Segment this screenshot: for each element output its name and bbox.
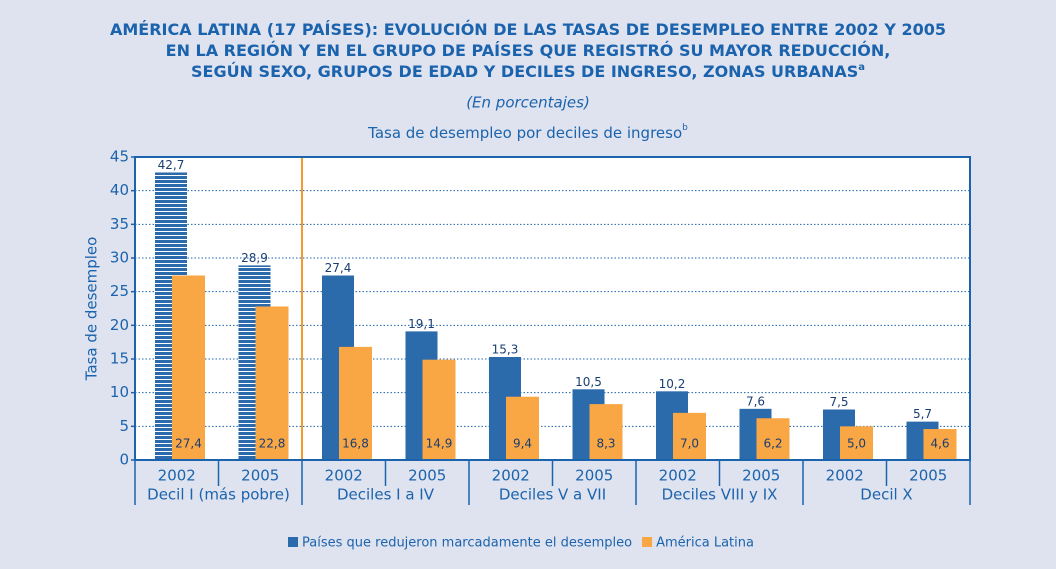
x-tick-label: 2005 [742,467,780,485]
value-label: 5,0 [847,437,866,451]
title-text: AMÉRICA LATINA (17 PAÍSES): EVOLUCIÓN DE… [110,20,946,39]
title-line: SEGÚN SEXO, GRUPOS DE EDAD Y DECILES DE … [191,62,865,81]
value-label: 10,5 [575,375,602,389]
value-label: 27,4 [325,261,352,275]
bar [422,359,456,460]
y-tick-label: 35 [110,215,129,233]
value-label: 7,6 [746,394,765,408]
bar [756,418,790,460]
value-label: 8,3 [596,437,615,451]
x-tick-label: 2002 [659,467,697,485]
x-tick-label: 2005 [241,467,279,485]
y-tick-label: 30 [110,249,129,267]
title-line: EN LA REGIÓN Y EN EL GRUPO DE PAÍSES QUE… [166,41,891,60]
group-label: Deciles I a IV [337,486,435,504]
bar [673,412,706,460]
x-tick-label: 2002 [492,467,530,485]
y-tick-label: 20 [110,316,129,334]
y-axis-label: Tasa de desempleo [83,237,101,382]
chart-title-text: Tasa de desempleo por deciles de ingreso [367,124,682,142]
bar [506,396,539,460]
title-text: SEGÚN SEXO, GRUPOS DE EDAD Y DECILES DE … [191,62,858,81]
bar [339,346,372,460]
value-label: 7,0 [680,437,699,451]
value-label: 14,9 [426,437,453,451]
title-superscript: a [858,62,865,73]
x-tick-label: 2005 [909,467,947,485]
x-tick-label: 2005 [408,467,446,485]
y-tick-label: 5 [119,417,129,435]
value-label: 16,8 [342,437,369,451]
bar [172,275,205,460]
group-label: Deciles V a VII [499,486,606,504]
x-tick-label: 2005 [575,467,613,485]
y-tick-label: 25 [110,282,129,300]
value-label: 9,4 [513,437,532,451]
legend-swatch [288,537,298,547]
x-tick-label: 2002 [325,467,363,485]
bar [840,426,873,460]
value-label: 28,9 [241,251,268,265]
value-label: 19,1 [408,317,435,331]
value-label: 4,6 [930,437,949,451]
bar [255,306,289,460]
chart-title: Tasa de desempleo por deciles de ingreso… [367,123,688,142]
y-tick-label: 45 [110,148,129,166]
y-tick-label: 10 [110,383,129,401]
legend-swatch [642,537,653,547]
y-tick-label: 0 [119,451,129,469]
y-tick-label: 40 [110,181,129,199]
value-label: 6,2 [763,437,782,451]
value-label: 10,2 [659,377,686,391]
group-label: Decil I (más pobre) [147,486,290,504]
x-tick-label: 2002 [826,467,864,485]
bar [589,404,623,460]
chart-title-superscript: b [682,123,688,133]
y-tick-label: 15 [110,350,129,368]
x-tick-label: 2002 [158,467,196,485]
value-label: 42,7 [158,158,185,172]
group-label: Deciles VIII y IX [662,486,778,504]
value-label: 27,4 [175,437,202,451]
legend-label: América Latina [656,536,754,551]
legend-label: Países que redujeron marcadamente el des… [302,536,632,551]
title-text: EN LA REGIÓN Y EN EL GRUPO DE PAÍSES QUE… [166,41,891,60]
group-label: Decil X [860,486,912,504]
bar [923,429,957,460]
value-label: 15,3 [492,342,519,356]
subtitle: (En porcentajes) [466,94,590,112]
value-label: 5,7 [913,407,932,421]
value-label: 22,8 [259,437,286,451]
value-label: 7,5 [829,395,848,409]
title-line: AMÉRICA LATINA (17 PAÍSES): EVOLUCIÓN DE… [110,20,946,39]
